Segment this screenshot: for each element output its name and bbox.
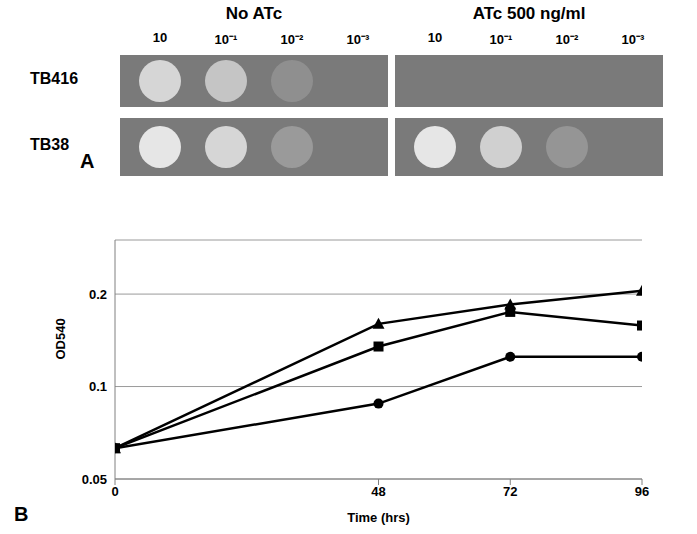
svg-text:0.2: 0.2 [89,287,107,302]
html-text:B: B [14,503,29,525]
svg-text:0.05: 0.05 [82,472,107,487]
html-text:10⁻¹: 10⁻¹ [489,32,513,47]
html-text:ATc 500 ng/ml: ATc 500 ng/ml [472,4,586,23]
svg-text:96: 96 [635,484,649,499]
html-text:10⁻²: 10⁻² [280,32,304,47]
html-text:TB416: TB416 [30,70,78,87]
svg-text:72: 72 [503,484,517,499]
html-text:10⁻²: 10⁻² [555,32,579,47]
html-text:10⁻³: 10⁻³ [346,32,370,47]
svg-text:48: 48 [371,484,385,499]
html-text:10⁻¹: 10⁻¹ [214,32,238,47]
svg-text:0.1: 0.1 [89,379,107,394]
html-text:10⁻³: 10⁻³ [621,32,645,47]
html-text:10: 10 [152,30,168,45]
svg-text:Time (hrs): Time (hrs) [347,510,410,525]
svg-text:0: 0 [111,484,118,499]
svg-text:OD540: OD540 [53,318,68,359]
html-text:No ATc: No ATc [225,4,283,23]
html-text:10: 10 [427,30,443,45]
html-text:A: A [80,150,95,172]
html-text:TB38: TB38 [30,136,70,153]
